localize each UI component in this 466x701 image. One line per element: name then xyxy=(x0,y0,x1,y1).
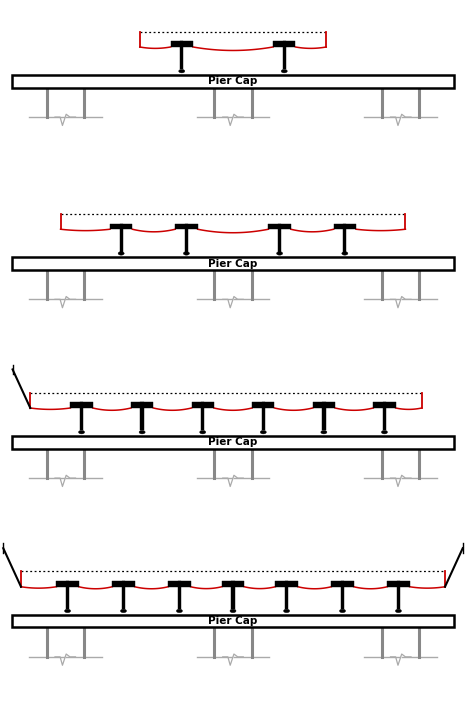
Polygon shape xyxy=(66,581,69,609)
Polygon shape xyxy=(131,402,153,408)
Ellipse shape xyxy=(260,430,266,434)
Polygon shape xyxy=(387,581,410,587)
Ellipse shape xyxy=(342,252,348,255)
Polygon shape xyxy=(180,41,184,69)
Polygon shape xyxy=(80,402,83,430)
Polygon shape xyxy=(383,402,386,430)
Polygon shape xyxy=(56,581,79,587)
Polygon shape xyxy=(331,581,354,587)
Ellipse shape xyxy=(281,69,287,73)
Polygon shape xyxy=(112,581,135,587)
Bar xyxy=(12,436,454,449)
Bar xyxy=(12,257,454,270)
Ellipse shape xyxy=(276,252,282,255)
Polygon shape xyxy=(373,402,396,408)
Polygon shape xyxy=(231,581,234,609)
Polygon shape xyxy=(341,581,344,609)
Polygon shape xyxy=(122,581,125,609)
Ellipse shape xyxy=(283,609,289,613)
Polygon shape xyxy=(110,224,132,229)
Ellipse shape xyxy=(176,609,182,613)
Polygon shape xyxy=(285,581,288,609)
Text: Pier Cap: Pier Cap xyxy=(208,616,258,626)
Ellipse shape xyxy=(183,252,189,255)
Ellipse shape xyxy=(64,609,70,613)
Ellipse shape xyxy=(230,609,236,613)
Polygon shape xyxy=(185,224,188,252)
Ellipse shape xyxy=(381,430,388,434)
Polygon shape xyxy=(313,402,335,408)
Ellipse shape xyxy=(321,430,327,434)
Bar xyxy=(12,75,454,88)
Polygon shape xyxy=(168,581,191,587)
Ellipse shape xyxy=(118,252,124,255)
Polygon shape xyxy=(192,402,214,408)
Polygon shape xyxy=(119,224,123,252)
Polygon shape xyxy=(278,224,281,252)
Polygon shape xyxy=(201,402,204,430)
Ellipse shape xyxy=(179,69,185,73)
Polygon shape xyxy=(334,224,356,229)
Polygon shape xyxy=(343,224,346,252)
Polygon shape xyxy=(268,224,291,229)
Polygon shape xyxy=(262,402,265,430)
Polygon shape xyxy=(397,581,400,609)
Polygon shape xyxy=(282,41,286,69)
Polygon shape xyxy=(322,402,325,430)
Ellipse shape xyxy=(120,609,127,613)
Ellipse shape xyxy=(139,430,145,434)
Polygon shape xyxy=(171,41,193,47)
Polygon shape xyxy=(70,402,93,408)
Polygon shape xyxy=(273,41,295,47)
Polygon shape xyxy=(222,581,244,587)
Ellipse shape xyxy=(339,609,345,613)
Ellipse shape xyxy=(78,430,85,434)
Text: Pier Cap: Pier Cap xyxy=(208,76,258,86)
Text: Pier Cap: Pier Cap xyxy=(208,259,258,268)
Polygon shape xyxy=(141,402,144,430)
Polygon shape xyxy=(275,581,298,587)
Text: Pier Cap: Pier Cap xyxy=(208,437,258,447)
Ellipse shape xyxy=(395,609,402,613)
Polygon shape xyxy=(252,402,274,408)
Bar xyxy=(12,615,454,627)
Polygon shape xyxy=(178,581,181,609)
Ellipse shape xyxy=(200,430,206,434)
Polygon shape xyxy=(175,224,198,229)
